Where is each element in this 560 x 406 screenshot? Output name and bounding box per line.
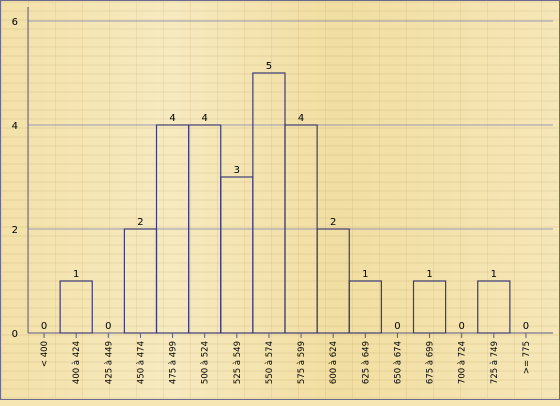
bar [316,228,350,334]
x-tick-label: 450 à 474 [136,341,146,384]
x-tick-label: 425 à 449 [104,341,114,384]
x-tick-label: 675 à 699 [426,341,436,384]
bar [412,280,447,334]
bar [59,280,93,334]
x-tick-label: 550 à 574 [265,341,275,384]
bar [123,228,158,334]
bar [477,280,511,334]
x-tick-label: 650 à 674 [393,341,403,384]
x-tick-label: 525 à 549 [233,341,243,384]
data-label: 1 [491,269,497,280]
data-label: 3 [234,165,240,176]
data-label: 5 [266,61,272,72]
x-tick-label: 475 à 499 [169,341,179,384]
data-label: 0 [41,321,47,332]
x-tick-label: < 400 [40,341,50,367]
x-tick-label: >= 775 [522,341,532,374]
data-label: 0 [105,321,111,332]
x-tick-label: 625 à 649 [361,341,371,384]
data-label: 1 [362,269,368,280]
data-label: 0 [523,321,529,332]
x-tick-label: 575 à 599 [297,341,307,384]
data-label: 0 [459,321,465,332]
y-tick-label: 0 [12,329,18,340]
bar [220,176,254,334]
data-label: 0 [394,321,400,332]
x-tick-label: 725 à 749 [490,341,500,384]
x-tick-label: 400 à 424 [72,341,82,384]
data-label: 4 [298,113,304,124]
data-label: 1 [73,269,79,280]
data-label: 2 [137,217,143,228]
y-tick-label: 2 [12,225,18,236]
data-label: 4 [202,113,208,124]
data-label: 4 [169,113,175,124]
bar [252,72,286,334]
bar [348,280,382,334]
x-tick-label: 600 à 624 [329,341,339,384]
x-tick-label: 500 à 524 [201,341,211,384]
y-tick-label: 6 [12,17,18,28]
y-tick-label: 4 [12,121,18,132]
data-label: 2 [330,217,336,228]
data-label: 1 [426,269,432,280]
x-tick-label: 700 à 724 [458,341,468,384]
